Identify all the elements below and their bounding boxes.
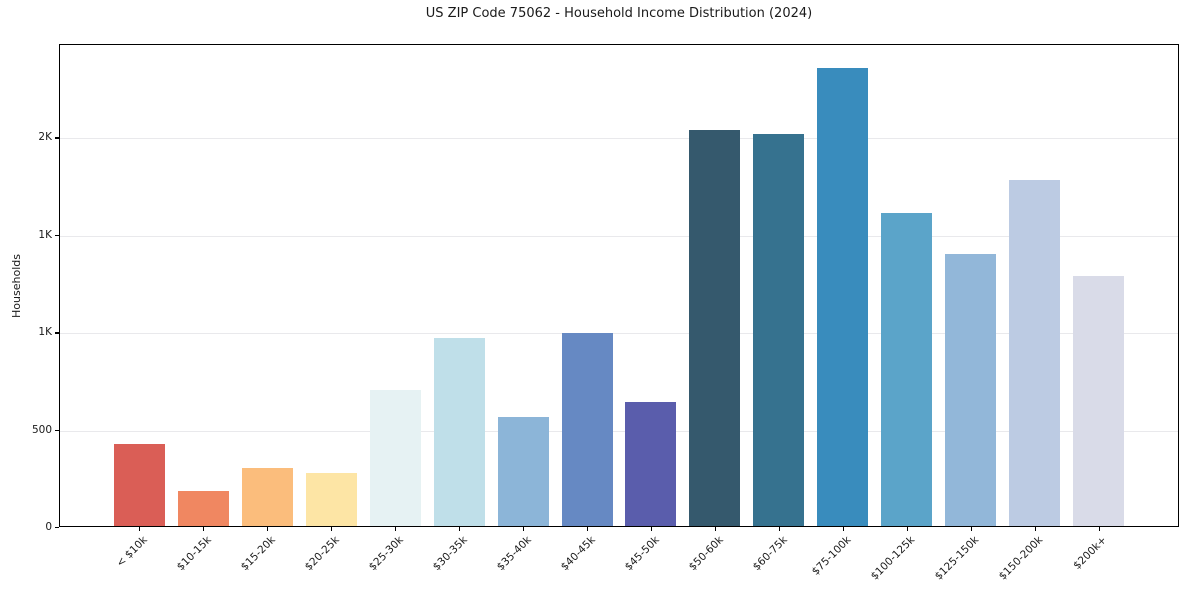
x-tick-mark (1099, 527, 1101, 531)
x-tick-label: $35-40k (494, 534, 534, 574)
x-tick-mark (843, 527, 845, 531)
bar-$75-100k (817, 67, 869, 526)
bar-$200k+ (1072, 275, 1124, 526)
y-tick-mark (55, 527, 59, 529)
chart-title: US ZIP Code 75062 - Household Income Dis… (425, 6, 813, 21)
bar-$35-40k (497, 416, 549, 526)
x-tick-mark (267, 527, 269, 531)
x-tick-label: < $10k (113, 534, 150, 570)
y-tick-mark (55, 234, 59, 237)
x-tick-label: $50-60k (686, 534, 726, 574)
y-axis-label: Households (10, 254, 23, 318)
x-tick-label: $45-50k (622, 534, 662, 574)
x-tick-label: $200k+ (1071, 534, 1110, 572)
y-tick-mark (55, 429, 59, 431)
bar-$60-75k (753, 134, 805, 526)
bar-$20-25k (305, 472, 358, 526)
x-tick-mark (651, 527, 653, 531)
y-tick-label: 1K (38, 326, 52, 339)
plot-area (59, 44, 1179, 527)
bar-$150-200k (1008, 179, 1060, 526)
x-tick-mark (459, 527, 461, 531)
x-tick-label: $40-45k (558, 534, 598, 574)
x-tick-label: $150-200k (996, 534, 1046, 583)
bar-$45-50k (625, 402, 677, 526)
bar-< $10k (114, 443, 166, 526)
x-tick-label: $100-125k (868, 534, 918, 583)
x-tick-label: $75-100k (809, 534, 854, 578)
bar-$30-35k (433, 338, 485, 526)
x-tick-mark (139, 527, 141, 531)
y-tick-mark (55, 137, 59, 139)
y-tick-label: 2K (38, 131, 52, 144)
y-tick-label: 1K (38, 228, 52, 241)
x-tick-mark (203, 527, 205, 531)
y-tick-label: 500 (31, 423, 52, 436)
x-tick-mark (523, 527, 525, 531)
y-tick-mark (55, 332, 59, 334)
x-tick-mark (331, 527, 333, 531)
x-tick-label: $30-35k (430, 534, 470, 574)
bar-$10-15k (178, 491, 230, 526)
x-tick-mark (1035, 527, 1037, 531)
y-tick-label: 0 (45, 521, 52, 533)
gridline (60, 138, 1178, 140)
bar-$40-45k (561, 333, 613, 526)
x-tick-label: $60-75k (750, 534, 790, 574)
x-tick-mark (971, 527, 973, 531)
bar-$125-150k (944, 253, 996, 526)
bar-$100-125k (880, 213, 933, 526)
x-tick-label: $25-30k (366, 534, 406, 574)
x-tick-label: $10-15k (174, 534, 214, 574)
gridline (60, 333, 1178, 335)
bar-$50-60k (689, 129, 741, 526)
x-tick-mark (587, 527, 589, 531)
x-tick-mark (715, 527, 717, 531)
bar-$25-30k (369, 390, 421, 526)
x-tick-label: $15-20k (238, 534, 278, 574)
x-tick-mark (779, 527, 781, 531)
gridline (60, 235, 1178, 237)
x-tick-mark (907, 527, 909, 531)
gridline (60, 430, 1178, 432)
x-tick-label: $20-25k (302, 534, 342, 574)
x-tick-label: $125-150k (932, 534, 982, 583)
bar-$15-20k (242, 468, 294, 526)
x-tick-mark (395, 527, 397, 531)
